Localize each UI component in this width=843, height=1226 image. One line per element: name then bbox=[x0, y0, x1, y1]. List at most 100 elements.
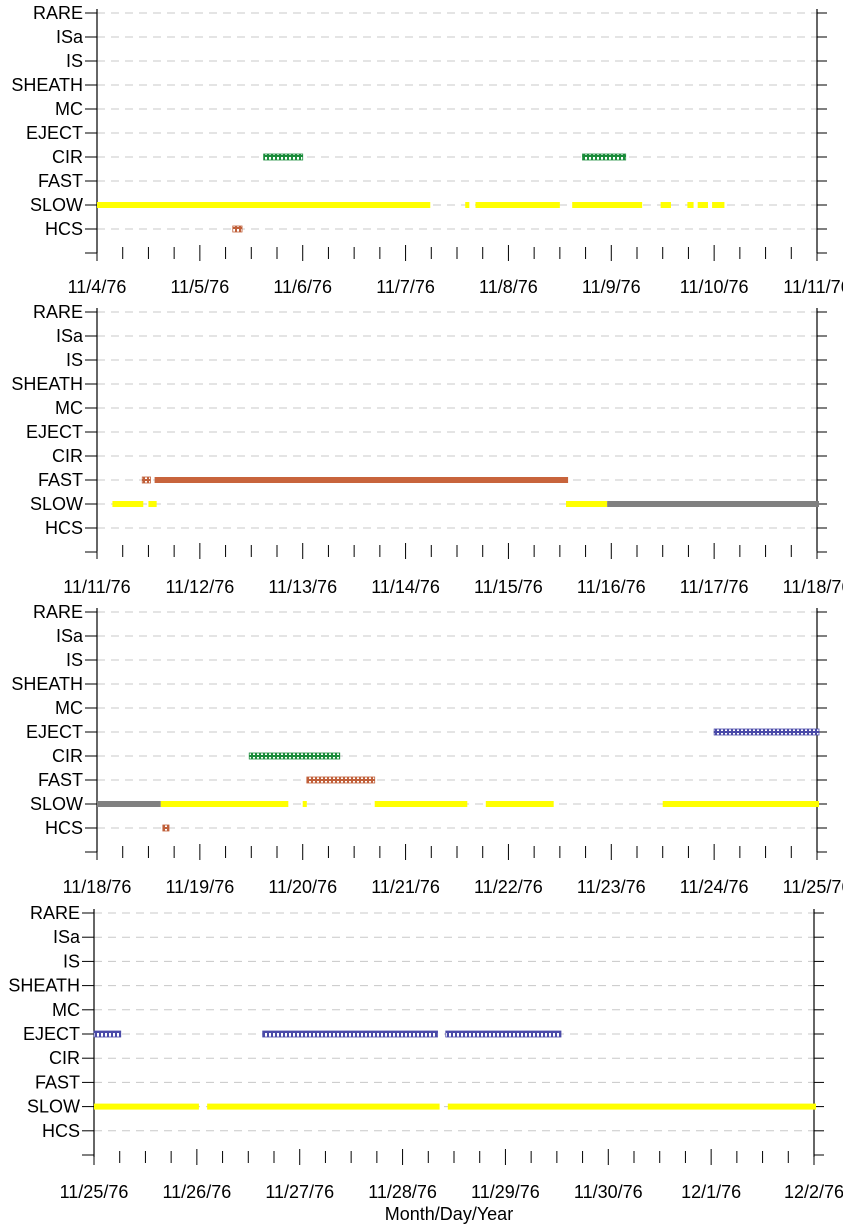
category-label: RARE bbox=[33, 302, 83, 322]
interval-eject bbox=[93, 1030, 122, 1038]
category-label: HCS bbox=[42, 1121, 80, 1141]
interval-slow bbox=[148, 501, 157, 507]
interval-slow bbox=[465, 202, 470, 208]
category-label: IS bbox=[66, 350, 83, 370]
category-label: SLOW bbox=[30, 494, 83, 514]
interval-slow bbox=[572, 202, 643, 208]
interval-fast bbox=[154, 477, 569, 483]
category-label: HCS bbox=[45, 219, 83, 239]
x-tick-label: 11/18/76 bbox=[63, 877, 132, 897]
category-label: RARE bbox=[33, 3, 83, 23]
x-tick-label: 11/24/76 bbox=[680, 877, 749, 897]
x-tick-label: 11/19/76 bbox=[165, 877, 234, 897]
x-tick-label: 11/20/76 bbox=[268, 877, 337, 897]
x-tick-label: 11/22/76 bbox=[474, 877, 543, 897]
interval-fast bbox=[306, 776, 376, 784]
category-label: CIR bbox=[52, 446, 83, 466]
category-label: RARE bbox=[30, 903, 80, 923]
category-label: SHEATH bbox=[11, 674, 83, 694]
category-label: ISa bbox=[56, 626, 84, 646]
x-tick-label: 11/26/76 bbox=[162, 1182, 231, 1202]
category-label: MC bbox=[55, 398, 83, 418]
x-tick-label: 11/18/76 bbox=[783, 577, 843, 597]
category-label: IS bbox=[66, 650, 83, 670]
interval-hcs bbox=[162, 824, 170, 832]
category-label: SLOW bbox=[30, 195, 83, 215]
category-label: SLOW bbox=[30, 794, 83, 814]
interval-slow bbox=[112, 501, 144, 507]
category-label: ISa bbox=[53, 927, 81, 947]
category-label: SHEATH bbox=[8, 976, 80, 996]
x-tick-label: 12/2/76 bbox=[784, 1182, 843, 1202]
x-tick-label: 11/21/76 bbox=[371, 877, 440, 897]
category-label: MC bbox=[55, 698, 83, 718]
category-label: EJECT bbox=[26, 422, 83, 442]
x-tick-label: 11/29/76 bbox=[471, 1182, 540, 1202]
interval-fast bbox=[141, 476, 151, 484]
x-tick-label: 11/23/76 bbox=[577, 877, 646, 897]
category-label: FAST bbox=[38, 171, 83, 191]
interval-eject bbox=[713, 728, 820, 736]
category-label: EJECT bbox=[23, 1024, 80, 1044]
x-tick-label: 11/28/76 bbox=[368, 1182, 437, 1202]
category-label: SHEATH bbox=[11, 374, 83, 394]
category-label: FAST bbox=[38, 770, 83, 790]
category-label: EJECT bbox=[26, 722, 83, 742]
interval-slow bbox=[697, 202, 708, 208]
x-tick-label: 11/4/76 bbox=[68, 277, 127, 297]
x-tick-label: 12/1/76 bbox=[681, 1182, 741, 1202]
interval-slow bbox=[447, 1103, 816, 1110]
category-label: ISa bbox=[56, 27, 84, 47]
x-tick-label: 11/14/76 bbox=[371, 577, 440, 597]
category-label: HCS bbox=[45, 518, 83, 538]
interval-slow bbox=[94, 1103, 199, 1110]
category-label: IS bbox=[66, 51, 83, 71]
x-tick-label: 11/10/76 bbox=[680, 277, 749, 297]
interval-slow bbox=[712, 202, 725, 208]
category-label: FAST bbox=[38, 470, 83, 490]
x-tick-label: 11/17/76 bbox=[680, 577, 749, 597]
interval-slow bbox=[374, 801, 468, 807]
x-tick-label: 11/15/76 bbox=[474, 577, 543, 597]
interval-slow bbox=[475, 202, 560, 208]
interval-cir bbox=[248, 752, 341, 760]
timeline-panel-2: RARE ISa IS SHEATH MC EJECT CIR FAST SLOW HCS 11/1… bbox=[11, 302, 843, 597]
x-tick-label: 11/25/76 bbox=[783, 877, 843, 897]
category-label: MC bbox=[55, 99, 83, 119]
interval-slow bbox=[207, 1103, 440, 1110]
x-tick-label: 11/11/76 bbox=[63, 577, 130, 597]
category-label: CIR bbox=[52, 147, 83, 167]
x-tick-label: 11/12/76 bbox=[165, 577, 234, 597]
x-axis-label: Month/Day/Year bbox=[385, 1204, 513, 1224]
category-label: FAST bbox=[35, 1072, 80, 1092]
x-tick-label: 11/13/76 bbox=[268, 577, 337, 597]
interval-slow bbox=[566, 501, 608, 507]
x-tick-label: 11/27/76 bbox=[265, 1182, 334, 1202]
timeline-panel-1: RARE ISa IS SHEATH MC EJECT CIR FAST SLOW HCS 11/4… bbox=[11, 3, 843, 297]
category-label: MC bbox=[52, 1000, 80, 1020]
category-label: CIR bbox=[49, 1048, 80, 1068]
interval-slow bbox=[662, 801, 819, 807]
category-label: IS bbox=[63, 951, 80, 971]
interval-slow bbox=[687, 202, 694, 208]
interval-slow bbox=[97, 801, 161, 807]
interval-slow bbox=[660, 202, 671, 208]
category-label: RARE bbox=[33, 602, 83, 622]
x-tick-label: 11/6/76 bbox=[273, 277, 332, 297]
x-tick-label: 11/25/76 bbox=[60, 1182, 129, 1202]
timeline-panel-4: RARE ISa IS SHEATH MC EJECT CIR FAST SLOW HCS 11/2… bbox=[8, 903, 843, 1202]
x-tick-label: 11/5/76 bbox=[170, 277, 229, 297]
x-tick-label: 11/9/76 bbox=[582, 277, 641, 297]
x-tick-label: 11/11/76 bbox=[783, 277, 843, 297]
category-label: EJECT bbox=[26, 123, 83, 143]
category-label: CIR bbox=[52, 746, 83, 766]
interval-eject bbox=[445, 1030, 562, 1038]
interval-cir bbox=[263, 153, 304, 161]
x-tick-label: 11/30/76 bbox=[574, 1182, 643, 1202]
interval-hcs bbox=[232, 225, 243, 233]
interval-slow bbox=[160, 801, 289, 807]
interval-cir bbox=[582, 153, 627, 161]
category-label: SHEATH bbox=[11, 75, 83, 95]
x-tick-label: 11/8/76 bbox=[479, 277, 538, 297]
